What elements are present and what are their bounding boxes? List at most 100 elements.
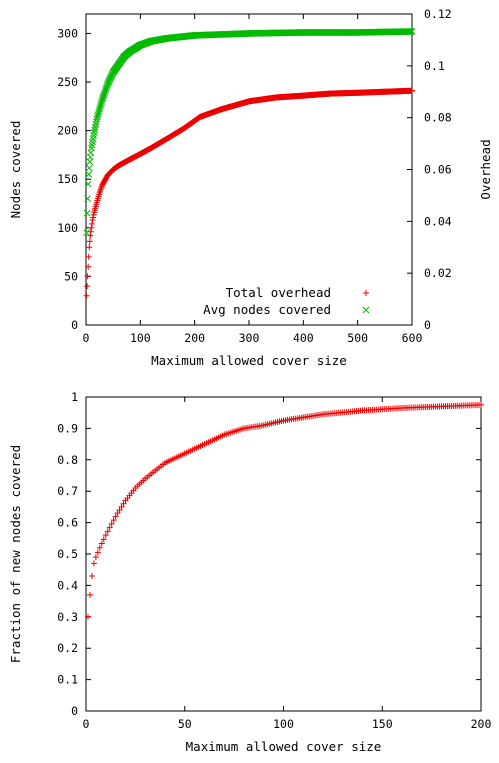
data-point: [85, 253, 92, 260]
data-point: [409, 87, 415, 94]
data-point: [92, 121, 100, 128]
y-tick-label: 50: [64, 269, 78, 283]
legend-marker: [362, 306, 370, 314]
y-tick-label: 300: [57, 26, 78, 40]
y-tick-label: 0.7: [57, 484, 78, 498]
x-tick-label: 100: [273, 717, 294, 731]
data-point: [110, 517, 117, 524]
legend-marker: [363, 290, 369, 296]
data-point: [408, 28, 416, 35]
data-point: [114, 510, 121, 517]
data-point: [84, 283, 91, 290]
data-point: [90, 129, 98, 136]
y-tick-label: 250: [57, 75, 78, 89]
data-point: [86, 244, 93, 251]
series-0: [84, 401, 484, 620]
data-point: [88, 224, 95, 231]
data-point: [85, 171, 93, 178]
y-axis-label: Fraction of new nodes covered: [8, 445, 23, 663]
y-tick-label: 0.2: [57, 641, 78, 655]
data-point: [478, 401, 484, 408]
data-point: [87, 232, 94, 239]
y-tick-label: 0.4: [57, 578, 78, 592]
y-tick-label: 0.1: [57, 673, 78, 687]
data-point: [90, 211, 97, 218]
data-point: [85, 164, 93, 172]
data-point: [102, 532, 109, 539]
series-avg-nodes-covered: [83, 28, 416, 237]
x-axis-label: Maximum allowed cover size: [151, 353, 347, 368]
data-point: [112, 513, 119, 520]
data-point: [86, 591, 93, 598]
y-tick-label: 0.8: [57, 453, 78, 467]
x-tick-label: 50: [178, 717, 192, 731]
y2-axis-label: Overhead: [478, 139, 493, 199]
data-point: [91, 126, 99, 134]
data-point: [89, 217, 96, 224]
x-tick-label: 300: [239, 331, 260, 345]
legend-label: Avg nodes covered: [203, 302, 331, 317]
legend: Total overhead Avg nodes covered: [203, 285, 370, 317]
chart-bottom-fraction-new-nodes: 0 50 100 150 200 0 0.1 0.2 0.3 0.4 0.5 0.6 0.7 0.8 0.9…: [8, 390, 491, 754]
data-point: [95, 109, 102, 117]
data-point: [84, 195, 91, 203]
plot-frame: [85, 396, 482, 712]
x-tick-label: 0: [83, 717, 90, 731]
chart-top-nodes-covered: 0 100 200 300 400 500 60005010015020025030000.…: [8, 7, 493, 368]
data-point: [108, 520, 115, 527]
data-point: [92, 554, 99, 561]
x-tick-label: 100: [130, 331, 151, 345]
data-point: [83, 229, 90, 237]
data-point: [98, 540, 105, 547]
y-tick-label: 0.9: [57, 421, 78, 435]
y-axis-label: Nodes covered: [8, 121, 23, 219]
series-total-overhead: [83, 87, 415, 299]
data-point: [104, 528, 111, 535]
y-tick-label: 200: [57, 124, 78, 138]
data-point: [97, 100, 105, 107]
data-point: [94, 549, 101, 556]
data-point: [83, 292, 90, 299]
data-point: [118, 503, 125, 510]
data-point: [96, 544, 103, 551]
x-tick-label: 200: [471, 717, 492, 731]
y2-tick-label: 0.04: [424, 214, 452, 228]
data-point: [93, 115, 101, 123]
data-point: [86, 238, 93, 245]
data-point: [88, 572, 95, 579]
data-point: [94, 111, 102, 119]
y2-tick-label: 0.02: [424, 266, 452, 280]
y-tick-label: 100: [57, 221, 78, 235]
y-tick-label: 1: [71, 390, 78, 404]
y2-tick-label: 0.08: [424, 111, 452, 125]
y-tick-label: 0: [71, 318, 78, 332]
data-point: [84, 273, 91, 280]
data-point: [85, 263, 92, 270]
x-axis-label: Maximum allowed cover size: [186, 739, 382, 754]
data-point: [87, 228, 94, 235]
x-tick-label: 0: [83, 331, 90, 345]
data-point: [83, 209, 91, 217]
data-point: [97, 102, 105, 109]
x-tick-label: 400: [293, 331, 314, 345]
x-tick-label: 600: [402, 331, 423, 345]
data-point: [91, 123, 99, 131]
data-point: [120, 500, 127, 507]
data-point: [90, 214, 97, 221]
y2-tick-label: 0: [424, 318, 431, 332]
y2-tick-label: 0.06: [424, 163, 452, 177]
y2-tick-label: 0.1: [424, 59, 445, 73]
x-tick-label: 200: [184, 331, 205, 345]
data-point: [94, 113, 101, 121]
x-tick-label: 500: [347, 331, 368, 345]
data-point: [96, 103, 104, 111]
data-point: [116, 507, 123, 514]
data-point: [95, 107, 103, 115]
y-tick-label: 0.6: [57, 516, 78, 530]
plot-frame: [85, 13, 413, 326]
data-point: [90, 560, 97, 567]
y-tick-label: 0.5: [57, 547, 78, 561]
data-point: [88, 220, 95, 227]
data-point: [100, 536, 107, 543]
